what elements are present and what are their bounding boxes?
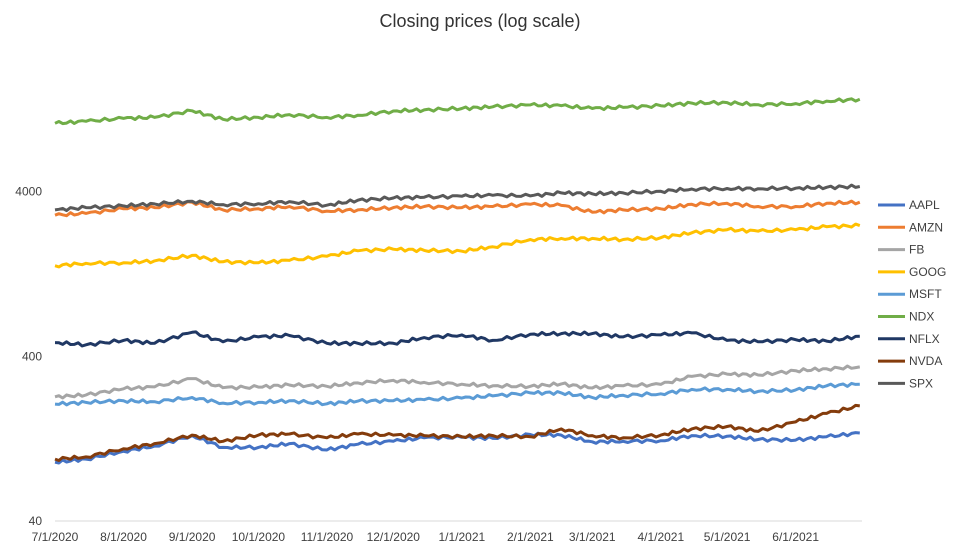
y-tick-label: 400	[22, 349, 42, 363]
legend-label-nvda: NVDA	[909, 354, 942, 368]
legend-label-fb: FB	[909, 243, 924, 257]
y-axis-ticks: 40 400 4000	[15, 185, 42, 528]
x-tick-label: 11/1/2020	[301, 530, 354, 544]
legend-label-aapl: AAPL	[909, 198, 940, 212]
y-tick-label: 4000	[15, 185, 42, 199]
series-line-ndx	[54, 97, 861, 126]
series-line-nflx	[54, 330, 860, 348]
series-line-nvda	[54, 403, 860, 462]
x-tick-label: 8/1/2020	[100, 530, 147, 544]
x-tick-label: 7/1/2020	[32, 530, 79, 544]
x-axis-ticks: 7/1/2020 8/1/2020 9/1/2020 10/1/2020 11/1/20…	[32, 530, 820, 544]
series-line-fb	[54, 364, 861, 400]
legend-label-nflx: NFLX	[909, 332, 940, 346]
x-tick-label: 3/1/2021	[569, 530, 616, 544]
legend-label-goog: GOOG	[909, 265, 946, 279]
legend: AAPL AMZN FB GOOG MSFT NDX NFLX NVDA SPX	[878, 198, 946, 390]
series-line-msft	[54, 381, 860, 407]
chart-title: Closing prices (log scale)	[379, 11, 580, 31]
x-tick-label: 1/1/2021	[438, 530, 485, 544]
x-tick-label: 5/1/2021	[704, 530, 751, 544]
x-tick-label: 9/1/2020	[169, 530, 216, 544]
x-tick-label: 12/1/2020	[367, 530, 421, 544]
legend-label-amzn: AMZN	[909, 220, 943, 234]
x-tick-label: 2/1/2021	[507, 530, 554, 544]
x-tick-label: 6/1/2021	[772, 530, 819, 544]
series-lines	[54, 97, 861, 465]
legend-label-ndx: NDX	[909, 310, 934, 324]
x-tick-label: 4/1/2021	[637, 530, 684, 544]
x-tick-label: 10/1/2020	[232, 530, 286, 544]
y-tick-label: 40	[29, 514, 43, 528]
legend-label-spx: SPX	[909, 376, 933, 390]
series-line-spx	[54, 183, 861, 213]
legend-label-msft: MSFT	[909, 287, 942, 301]
series-line-goog	[54, 222, 861, 269]
